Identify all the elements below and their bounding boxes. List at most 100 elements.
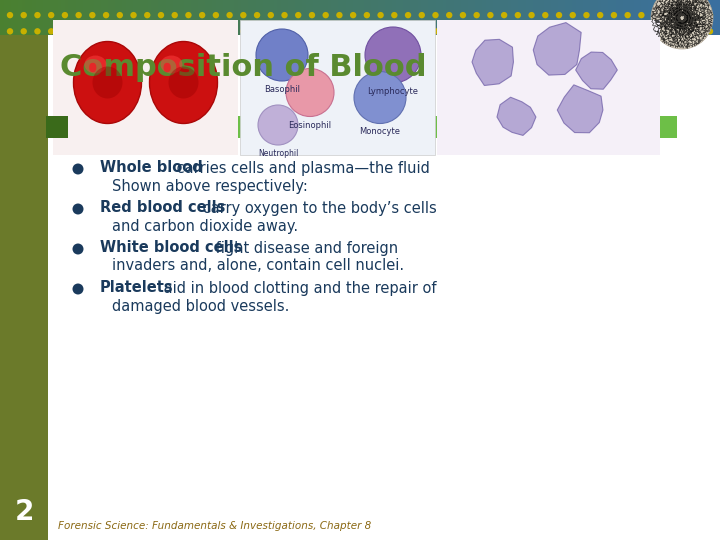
Bar [652, 0, 655, 35]
Bar [119, 0, 122, 35]
Bar [270, 0, 274, 35]
Text: Whole blood: Whole blood [100, 160, 203, 176]
Bar [590, 0, 594, 35]
Circle shape [354, 71, 406, 124]
Circle shape [680, 28, 685, 35]
Circle shape [638, 28, 644, 35]
Bar [11, 0, 14, 35]
Bar [338, 0, 342, 35]
Bar [666, 0, 670, 35]
Circle shape [309, 28, 315, 35]
Circle shape [638, 12, 644, 18]
Circle shape [515, 28, 521, 35]
Circle shape [62, 28, 68, 35]
Bar [302, 0, 306, 35]
Bar [234, 0, 238, 35]
Bar [101, 0, 104, 35]
Bar [349, 0, 353, 35]
Circle shape [377, 28, 384, 35]
Text: carry oxygen to the body’s cells: carry oxygen to the body’s cells [198, 200, 436, 215]
Bar [245, 0, 248, 35]
Circle shape [240, 12, 246, 18]
Circle shape [624, 28, 631, 35]
Bar [702, 0, 706, 35]
Circle shape [624, 12, 631, 18]
Circle shape [35, 28, 40, 35]
Bar [36, 0, 40, 35]
Circle shape [474, 12, 480, 18]
Polygon shape [557, 85, 603, 133]
Bar [328, 0, 331, 35]
Bar [522, 0, 526, 35]
Circle shape [487, 12, 494, 18]
Circle shape [652, 28, 658, 35]
Bar [457, 0, 461, 35]
Bar [184, 0, 187, 35]
Circle shape [73, 284, 84, 294]
Bar [25, 0, 29, 35]
Circle shape [6, 28, 13, 35]
Circle shape [144, 12, 150, 18]
Bar [299, 0, 302, 35]
Bar [90, 0, 94, 35]
Bar [554, 0, 558, 35]
Circle shape [432, 28, 438, 35]
Bar [0, 0, 4, 35]
Bar [53, 20, 238, 155]
Bar [209, 0, 212, 35]
Circle shape [487, 28, 494, 35]
Text: Shown above respectively:: Shown above respectively: [112, 179, 308, 193]
Circle shape [583, 12, 590, 18]
Circle shape [73, 204, 84, 214]
Circle shape [364, 12, 370, 18]
Bar [360, 0, 364, 35]
Polygon shape [576, 52, 617, 89]
Circle shape [48, 12, 55, 18]
Bar [428, 0, 432, 35]
Bar [7, 0, 11, 35]
Bar [220, 0, 223, 35]
Bar [605, 0, 608, 35]
Bar [54, 0, 58, 35]
Text: Basophil: Basophil [264, 85, 300, 94]
Bar [378, 0, 382, 35]
Bar [277, 0, 281, 35]
Circle shape [693, 12, 699, 18]
Circle shape [364, 28, 370, 35]
Bar [529, 0, 533, 35]
Circle shape [48, 28, 55, 35]
Text: and carbon dioxide away.: and carbon dioxide away. [112, 219, 298, 233]
Circle shape [528, 28, 535, 35]
Bar [240, 20, 435, 155]
Bar [212, 0, 216, 35]
Circle shape [117, 28, 123, 35]
Bar [637, 0, 641, 35]
Circle shape [117, 12, 123, 18]
Bar [284, 0, 288, 35]
Bar [392, 0, 396, 35]
Circle shape [73, 164, 84, 174]
Circle shape [693, 28, 699, 35]
Circle shape [528, 12, 535, 18]
Bar [468, 0, 472, 35]
Bar [140, 0, 144, 35]
Circle shape [185, 12, 192, 18]
Bar [79, 0, 83, 35]
Circle shape [515, 12, 521, 18]
Bar [583, 0, 587, 35]
Bar [418, 0, 421, 35]
Bar [364, 0, 367, 35]
Circle shape [405, 12, 411, 18]
Circle shape [268, 12, 274, 18]
Bar [367, 0, 371, 35]
Circle shape [256, 29, 308, 81]
Text: Red blood cells: Red blood cells [100, 200, 225, 215]
Bar [126, 0, 130, 35]
Bar [695, 0, 698, 35]
Circle shape [570, 28, 576, 35]
Circle shape [76, 12, 82, 18]
Circle shape [130, 28, 137, 35]
Bar [601, 0, 605, 35]
Ellipse shape [84, 56, 107, 73]
Bar [274, 0, 277, 35]
